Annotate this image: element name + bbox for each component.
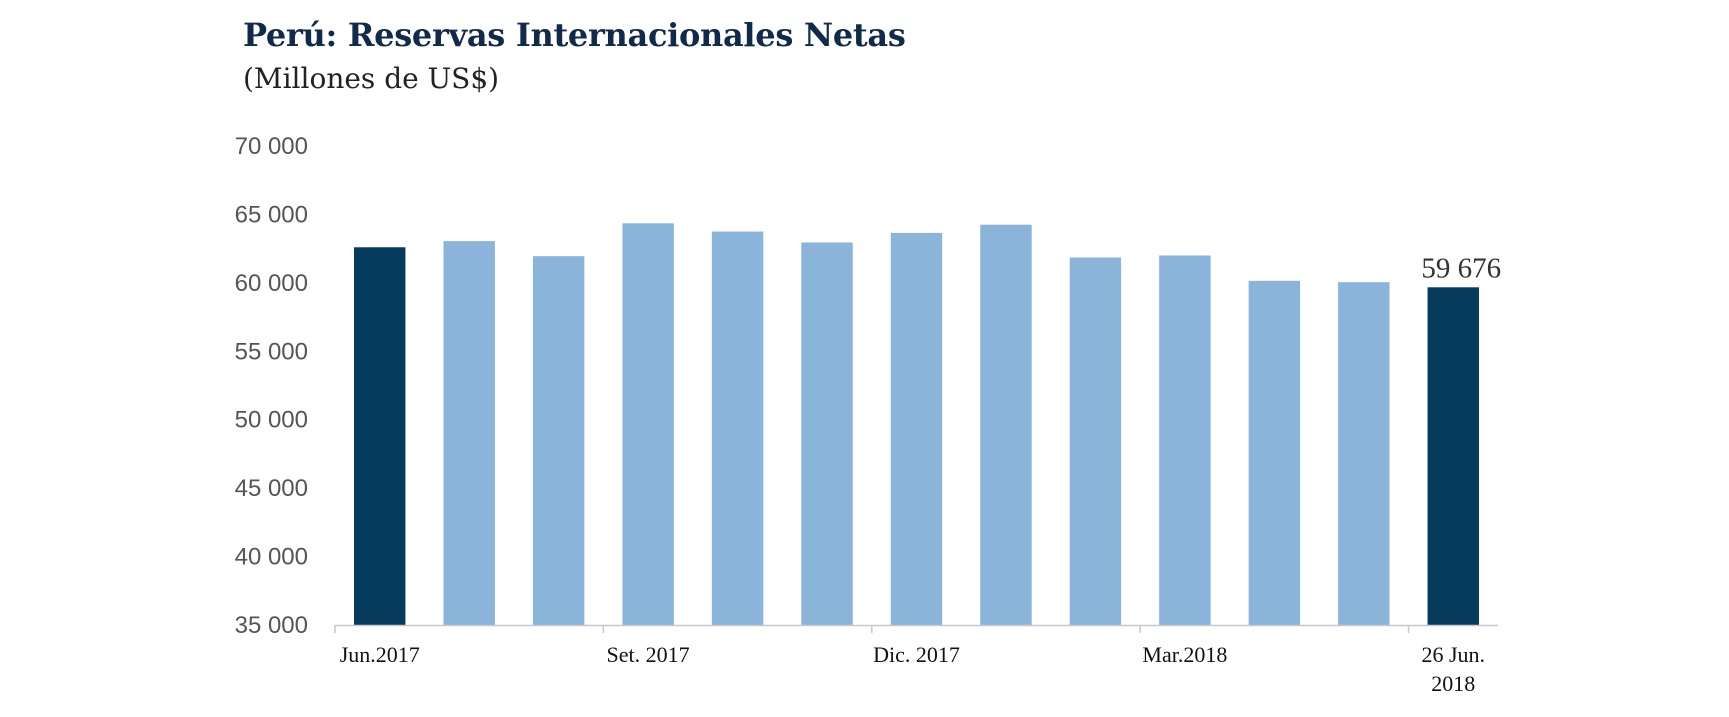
bar-series xyxy=(354,223,1479,626)
bar xyxy=(1248,280,1301,625)
bar xyxy=(532,256,585,625)
bar xyxy=(1159,255,1211,626)
x-axis: Jun.2017 Set. 2017 Dic. 2017 Mar.2018 26 Jun… xyxy=(334,624,1498,696)
y-axis: 35 000 40 000 45 000 50 000 55 000 60 000 65 0… xyxy=(235,133,308,639)
y-tick-label: 35 000 xyxy=(235,612,308,639)
bar xyxy=(443,241,495,625)
bar xyxy=(801,242,853,626)
data-labels: 59 676 xyxy=(1421,252,1501,284)
y-tick-label: 60 000 xyxy=(235,270,308,297)
bar xyxy=(622,223,674,625)
y-tick-label: 40 000 xyxy=(235,544,308,571)
bar xyxy=(890,232,943,625)
bar xyxy=(1069,257,1122,625)
x-tick-label: Jun.2017 xyxy=(340,642,420,667)
chart-title: Perú: Reservas Internacionales Netas xyxy=(243,16,906,54)
bar xyxy=(1427,287,1479,625)
y-tick-label: 45 000 xyxy=(235,475,308,502)
x-tick-label: Set. 2017 xyxy=(607,642,690,667)
y-tick-label: 70 000 xyxy=(235,133,308,160)
bar xyxy=(711,231,764,626)
y-tick-label: 50 000 xyxy=(235,407,308,434)
y-tick-label: 55 000 xyxy=(235,338,308,365)
bar xyxy=(980,224,1032,625)
bar xyxy=(1338,282,1390,625)
x-tick-label: Mar.2018 xyxy=(1142,642,1227,667)
x-tick-label: 26 Jun. xyxy=(1421,642,1485,667)
y-tick-label: 65 000 xyxy=(235,201,308,228)
bar xyxy=(354,247,406,625)
data-label: 59 676 xyxy=(1421,252,1501,284)
x-tick-label: Dic. 2017 xyxy=(873,642,960,667)
chart-subtitle: (Millones de US$) xyxy=(243,62,500,95)
x-tick-label: 2018 xyxy=(1431,671,1475,696)
